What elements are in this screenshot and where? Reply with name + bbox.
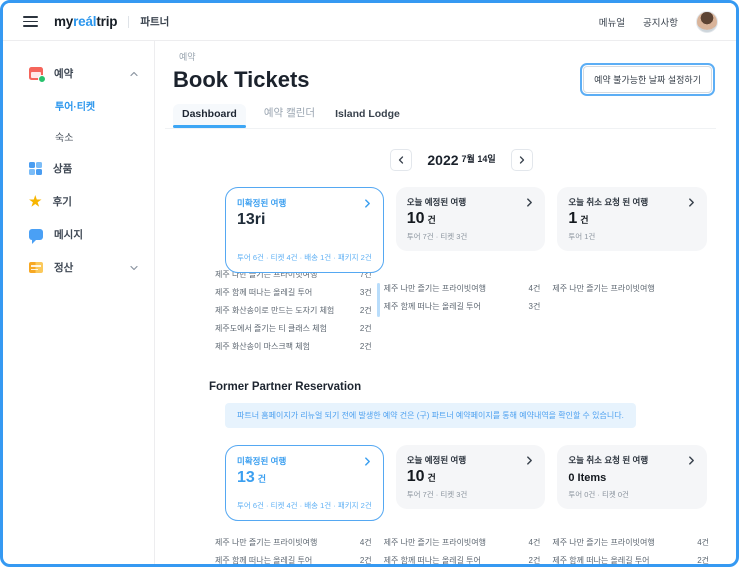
list-item[interactable]: 제주 나만 즐기는 프라이빗여행 7건 xyxy=(215,269,372,279)
card-breakdown: 투어 7건 · 티켓 3건 xyxy=(406,490,468,499)
card-value: 10 건 xyxy=(406,468,436,485)
user-avatar[interactable] xyxy=(696,10,718,33)
card-title: 오늘 취소 요청 된 여행 xyxy=(568,455,649,465)
card-unconfirmed-trips[interactable]: 미확정된 여행 13ri 투어 6건 · 티켓 4건 · 배송 1건 · 패키지… xyxy=(225,187,384,273)
top-bar: myreáltrip 파트너 메뉴얼 공지사항 xyxy=(3,3,736,41)
sidebar-item-label: 예약 xyxy=(54,68,74,80)
chevron-right-icon[interactable] xyxy=(687,197,696,207)
list-item[interactable]: 제주 함께 떠나는 올레길 투어 3건 xyxy=(215,287,372,297)
sidebar-item-label: 상품 xyxy=(53,163,73,175)
card-breakdown: 투어 1건 xyxy=(568,232,596,241)
card-title: 오늘 취소 요청 된 여행 xyxy=(568,197,649,207)
main-content: 예약 Book Tickets 예약 불가능한 날짜 설정하기 Dashboar… xyxy=(155,41,736,564)
chevron-right-icon[interactable] xyxy=(363,456,372,466)
myrealtrip-logo[interactable]: myreáltrip xyxy=(54,14,118,29)
list-item[interactable]: 제주 함께 떠나는 올레길 투어 2건 xyxy=(215,555,372,565)
sidebar-item-reviews[interactable]: ★ 후기 xyxy=(3,185,154,218)
list-item[interactable]: 제주 함께 떠나는 올레길 투어 3건 xyxy=(383,301,541,311)
list-scrollbar[interactable] xyxy=(376,283,380,317)
legacy-reservation-notice: 파트너 홈페이지가 리뉴얼 되기 전에 발생한 예약 건은 (구) 파트너 예약… xyxy=(225,403,636,428)
card-value: 0 Items xyxy=(568,472,607,484)
partner-label: 파트너 xyxy=(140,16,170,28)
set-unavailable-dates-button[interactable]: 예약 불가능한 날짜 설정하기 xyxy=(580,63,715,96)
list-item[interactable]: 제주 나만 즐기는 프라이빗여행 4건 xyxy=(383,283,541,293)
tab-reservation-calendar[interactable]: 예약 캘린더 xyxy=(263,107,316,119)
list-item[interactable]: 제주 나만 즐기는 프라이빗여행 4건 xyxy=(383,537,541,547)
list-item[interactable]: 제주 나만 즐기는 프라이빗여행 4건 xyxy=(552,537,709,547)
chevron-up-icon xyxy=(130,70,138,78)
notice-link[interactable]: 공지사항 xyxy=(643,17,678,29)
today-section: 미확정된 여행 13ri 투어 6건 · 티켓 4건 · 배송 1건 · 패키지… xyxy=(209,187,714,355)
grid-icon xyxy=(29,162,42,175)
logo-divider xyxy=(128,15,130,28)
star-icon: ★ xyxy=(29,193,42,209)
next-date-button[interactable] xyxy=(510,149,533,171)
card-former-unconfirmed[interactable]: 미확정된 여행 13 건 투어 6건 · 티켓 4건 · 배송 1건 · 패키지 … xyxy=(225,445,384,521)
product-list-scheduled: 제주 나만 즐기는 프라이빗여행 4건 제주 함께 떠나는 올레길 투어 3건 xyxy=(384,279,541,315)
settlement-card-icon xyxy=(29,262,43,273)
sidebar-item-label: 정산 xyxy=(54,262,74,274)
hamburger-menu-icon[interactable] xyxy=(23,16,38,27)
sidebar-item-label: 메시지 xyxy=(54,229,83,241)
card-value: 13ri xyxy=(237,211,266,228)
chevron-right-icon[interactable] xyxy=(363,198,372,208)
card-breakdown: 투어 6건 · 티켓 4건 · 배송 1건 · 패키지 2건 xyxy=(237,253,372,262)
chevron-right-icon[interactable] xyxy=(687,455,696,465)
list-item[interactable]: 제주 나만 즐기는 프라이빗여행 xyxy=(552,283,655,293)
card-scheduled-today[interactable]: 오늘 예정된 여행 10 건 투어 7건 · 티켓 3건 xyxy=(395,187,546,251)
date-navigation: 2022 7월 14일 xyxy=(209,149,714,171)
sidebar: 예약 투어·티켓 숙소 상품 ★ 후기 메시지 정산 xyxy=(3,41,155,564)
list-item[interactable]: 제주 나만 즐기는 프라이빗여행 4건 xyxy=(215,537,372,547)
current-date-label: 2022 7월 14일 xyxy=(427,152,496,168)
chevron-down-icon xyxy=(130,264,138,272)
chat-bubble-icon xyxy=(29,229,43,244)
manual-link[interactable]: 메뉴얼 xyxy=(598,17,626,29)
list-item[interactable]: 제주 화산송이 마스크팩 체험 2건 xyxy=(215,341,372,351)
card-former-cancel-requested[interactable]: 오늘 취소 요청 된 여행 0 Items 투어 0건 · 티켓 0건 xyxy=(557,445,707,509)
list-item[interactable]: 제주도에서 즐기는 티 클래스 체험 2건 xyxy=(215,323,372,333)
product-list-unconfirmed: 제주 나만 즐기는 프라이빗여행 7건 제주 함께 떠나는 올레길 투어 3건 제주… xyxy=(215,265,380,355)
sidebar-item-reservation[interactable]: 예약 xyxy=(3,57,154,90)
chevron-right-icon[interactable] xyxy=(525,197,534,207)
card-breakdown: 투어 7건 · 티켓 3건 xyxy=(406,232,468,241)
list-item[interactable]: 제주 화산송이로 만드는 도자기 체험 2건 xyxy=(215,305,372,315)
former-section-heading: Former Partner Reservation xyxy=(209,381,362,393)
page-title: Book Tickets xyxy=(173,66,310,92)
sidebar-item-label: 후기 xyxy=(52,196,72,208)
former-partner-section: Former Partner Reservation 파트너 홈페이지가 리뉴얼… xyxy=(209,381,714,564)
card-title: 오늘 예정된 여행 xyxy=(406,197,467,207)
breadcrumb: 예약 xyxy=(179,52,196,62)
card-value: 10 건 xyxy=(406,210,436,227)
card-breakdown: 투어 6건 · 티켓 4건 · 배송 1건 · 패키지 2건 xyxy=(237,501,372,510)
card-title: 오늘 예정된 여행 xyxy=(406,455,467,465)
calendar-icon xyxy=(29,67,46,83)
card-value: 13 건 xyxy=(237,469,267,486)
tab-bar: Dashboard 예약 캘린더 Island Lodge xyxy=(173,101,716,128)
tabs-divider xyxy=(165,128,716,129)
sidebar-item-products[interactable]: 상품 xyxy=(3,152,154,185)
chevron-right-icon[interactable] xyxy=(525,455,534,465)
card-title: 미확정된 여행 xyxy=(237,456,287,466)
sidebar-item-messages[interactable]: 메시지 xyxy=(3,218,154,251)
product-list-cancelled: 제주 나만 즐기는 프라이빗여행 xyxy=(552,279,709,297)
sidebar-item-settlement[interactable]: 정산 xyxy=(3,251,154,284)
sidebar-item-lodging[interactable]: 숙소 xyxy=(55,133,74,144)
prev-date-button[interactable] xyxy=(390,149,413,171)
list-item[interactable]: 제주 함께 떠나는 올레길 투어 2건 xyxy=(383,555,541,565)
list-item[interactable]: 제주 함께 떠나는 올레길 투어 2건 xyxy=(552,555,709,565)
sidebar-item-tour-ticket[interactable]: 투어·티켓 xyxy=(55,102,96,113)
tab-island-lodge[interactable]: Island Lodge xyxy=(335,108,400,120)
tab-dashboard[interactable]: Dashboard xyxy=(173,104,246,128)
card-breakdown: 투어 0건 · 티켓 0건 xyxy=(568,490,629,499)
card-title: 미확정된 여행 xyxy=(237,198,287,208)
card-former-scheduled[interactable]: 오늘 예정된 여행 10 건 투어 7건 · 티켓 3건 xyxy=(395,445,546,509)
